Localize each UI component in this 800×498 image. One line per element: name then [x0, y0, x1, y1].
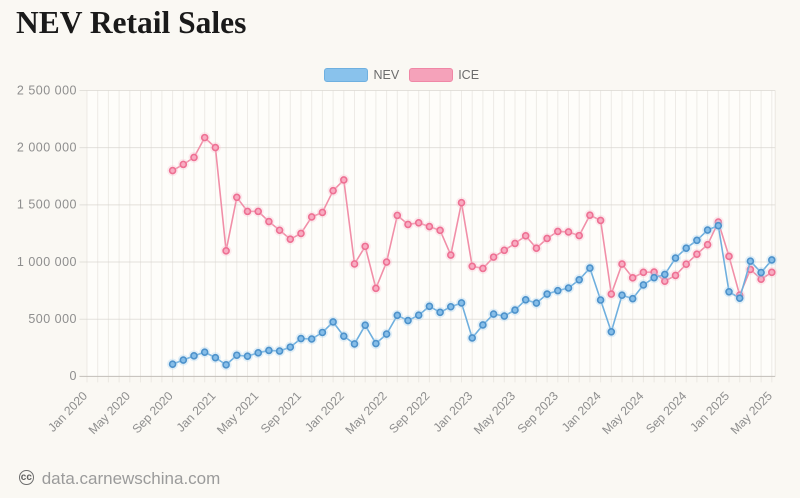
svg-text:Jan 2023: Jan 2023: [430, 389, 475, 435]
svg-text:Jan 2024: Jan 2024: [559, 389, 604, 435]
svg-text:Jan 2021: Jan 2021: [174, 389, 219, 435]
svg-text:Sep 2020: Sep 2020: [129, 389, 175, 436]
svg-text:2 000 000: 2 000 000: [17, 140, 77, 154]
svg-text:Sep 2024: Sep 2024: [643, 389, 689, 436]
svg-text:May 2023: May 2023: [471, 389, 518, 437]
svg-text:May 2025: May 2025: [728, 389, 775, 437]
svg-text:May 2022: May 2022: [343, 389, 390, 437]
svg-text:Sep 2023: Sep 2023: [515, 389, 561, 436]
svg-text:2 500 000: 2 500 000: [17, 83, 77, 97]
svg-text:May 2021: May 2021: [214, 389, 261, 437]
svg-text:Sep 2021: Sep 2021: [258, 389, 304, 436]
svg-text:1 000 000: 1 000 000: [17, 255, 77, 269]
svg-text:Jan 2020: Jan 2020: [45, 389, 90, 435]
svg-text:May 2024: May 2024: [599, 389, 646, 437]
svg-text:0: 0: [70, 369, 77, 383]
svg-text:1 500 000: 1 500 000: [17, 198, 77, 212]
svg-text:Sep 2022: Sep 2022: [386, 389, 432, 436]
svg-text:Jan 2022: Jan 2022: [302, 389, 347, 435]
svg-text:May 2020: May 2020: [86, 389, 133, 437]
svg-text:Jan 2025: Jan 2025: [687, 389, 732, 435]
svg-text:500 000: 500 000: [28, 312, 77, 326]
